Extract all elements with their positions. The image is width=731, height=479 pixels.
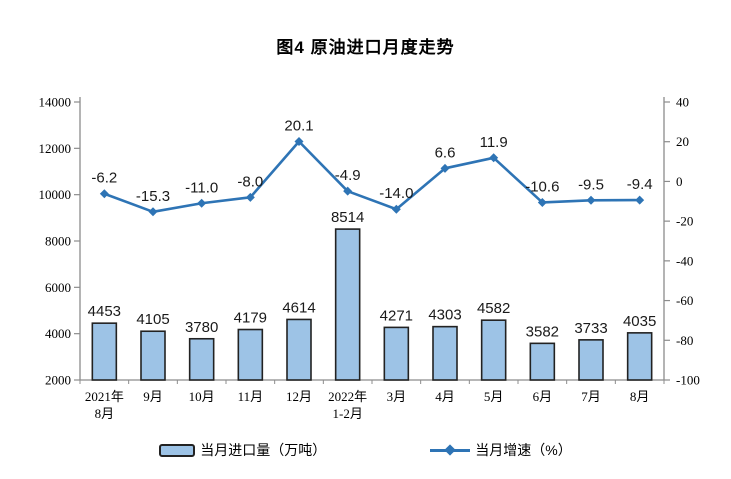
x-category-label: 10月 (189, 389, 215, 404)
bar (140, 330, 166, 381)
right-axis-tick-label: -40 (676, 253, 693, 268)
bar (432, 325, 458, 381)
line-value-label: -10.6 (525, 178, 559, 195)
line-value-label: -11.0 (185, 179, 218, 196)
bar (286, 318, 312, 381)
bar-value-label: 4614 (282, 299, 315, 316)
right-axis-tick-label: 40 (676, 95, 689, 110)
chart-title: 图4 原油进口月度走势 (276, 38, 455, 57)
left-axis-tick-label: 12000 (39, 141, 72, 156)
line-value-label: 6.6 (435, 144, 456, 161)
left-axis-tick-label: 10000 (39, 187, 72, 202)
bar-value-label: 4271 (380, 307, 413, 324)
line-point-marker (440, 163, 450, 173)
line-point-marker (635, 195, 645, 205)
right-axis-tick-label: -80 (676, 333, 693, 348)
left-axis-tick-label: 6000 (45, 280, 71, 295)
line-point-marker (489, 153, 499, 163)
x-category-label: 5月 (484, 389, 504, 404)
x-category-label: 1-2月 (332, 406, 362, 421)
line-point-marker (391, 204, 401, 214)
x-category-label: 7月 (581, 389, 601, 404)
diamond-marker-icon (444, 444, 456, 456)
line-value-label: 20.1 (284, 118, 313, 135)
x-category-label: 9月 (143, 389, 163, 404)
left-axis-tick-label: 8000 (45, 234, 71, 249)
x-category-label: 12月 (286, 389, 312, 404)
x-category-label: 2021年 (85, 389, 124, 404)
right-axis-tick-label: -100 (676, 373, 700, 388)
x-category-label: 11月 (238, 389, 264, 404)
x-category-label: 2022年 (328, 389, 367, 404)
right-axis-tick-label: -60 (676, 293, 693, 308)
x-category-label: 3月 (387, 389, 407, 404)
left-axis-tick-label: 14000 (39, 95, 72, 110)
bar-value-label: 4035 (623, 313, 656, 330)
left-axis-tick-label: 4000 (45, 326, 71, 341)
legend-label-growth-rate: 当月增速（%） (475, 442, 572, 458)
bar-value-label: 4179 (234, 310, 267, 327)
bar-value-label: 4303 (428, 307, 461, 324)
line-value-label: -8.0 (237, 173, 263, 190)
right-axis-tick-label: -20 (676, 214, 693, 229)
bar (91, 322, 118, 381)
bar (480, 319, 507, 381)
x-category-label: 4月 (435, 389, 455, 404)
bar (383, 326, 410, 381)
bar-value-label: 3582 (526, 323, 559, 340)
bar (334, 228, 361, 381)
line-point-marker (343, 186, 353, 196)
right-axis-tick-label: 20 (676, 134, 689, 149)
left-axis-tick-label: 2000 (45, 373, 71, 388)
bar-value-label: 3780 (185, 319, 218, 336)
line-value-label: -6.2 (91, 170, 117, 187)
chart-legend: 当月进口量（万吨） 当月增速（%） (0, 440, 731, 460)
x-category-label: 8月 (630, 389, 650, 404)
legend-item-growth-rate: 当月增速（%） (430, 440, 572, 460)
line-value-label: -14.0 (379, 185, 413, 202)
right-axis-tick-label: 0 (676, 174, 683, 189)
bar (578, 339, 604, 381)
line-value-label: 11.9 (480, 134, 508, 151)
line-point-marker (586, 195, 596, 205)
line-point-marker (245, 192, 255, 202)
bar (188, 337, 215, 381)
bar-value-label: 3733 (574, 320, 607, 337)
bar-value-label: 8514 (331, 209, 364, 226)
line-value-label: -9.4 (627, 176, 653, 193)
bar (529, 342, 556, 381)
line-point-marker (537, 197, 547, 207)
x-category-label: 8月 (95, 406, 115, 421)
legend-item-import-volume: 当月进口量（万吨） (159, 440, 326, 460)
line-value-label: -4.9 (335, 167, 361, 184)
line-value-label: -9.5 (578, 176, 604, 193)
line-value-label: -15.3 (136, 188, 170, 205)
bar-value-label: 4582 (477, 300, 510, 317)
bar-value-label: 4453 (88, 303, 121, 320)
growth-line (103, 140, 641, 214)
line-point-marker (197, 198, 207, 208)
bar-value-label: 4105 (136, 311, 169, 328)
bar (626, 332, 653, 381)
bar-series-swatch (159, 443, 196, 457)
line-point-marker (148, 207, 158, 217)
legend-label-import-volume: 当月进口量（万吨） (200, 442, 327, 458)
line-point-marker (294, 137, 304, 147)
x-category-label: 6月 (533, 389, 553, 404)
line-point-marker (99, 189, 109, 199)
bar (237, 328, 264, 381)
line-series-swatch (430, 444, 471, 456)
